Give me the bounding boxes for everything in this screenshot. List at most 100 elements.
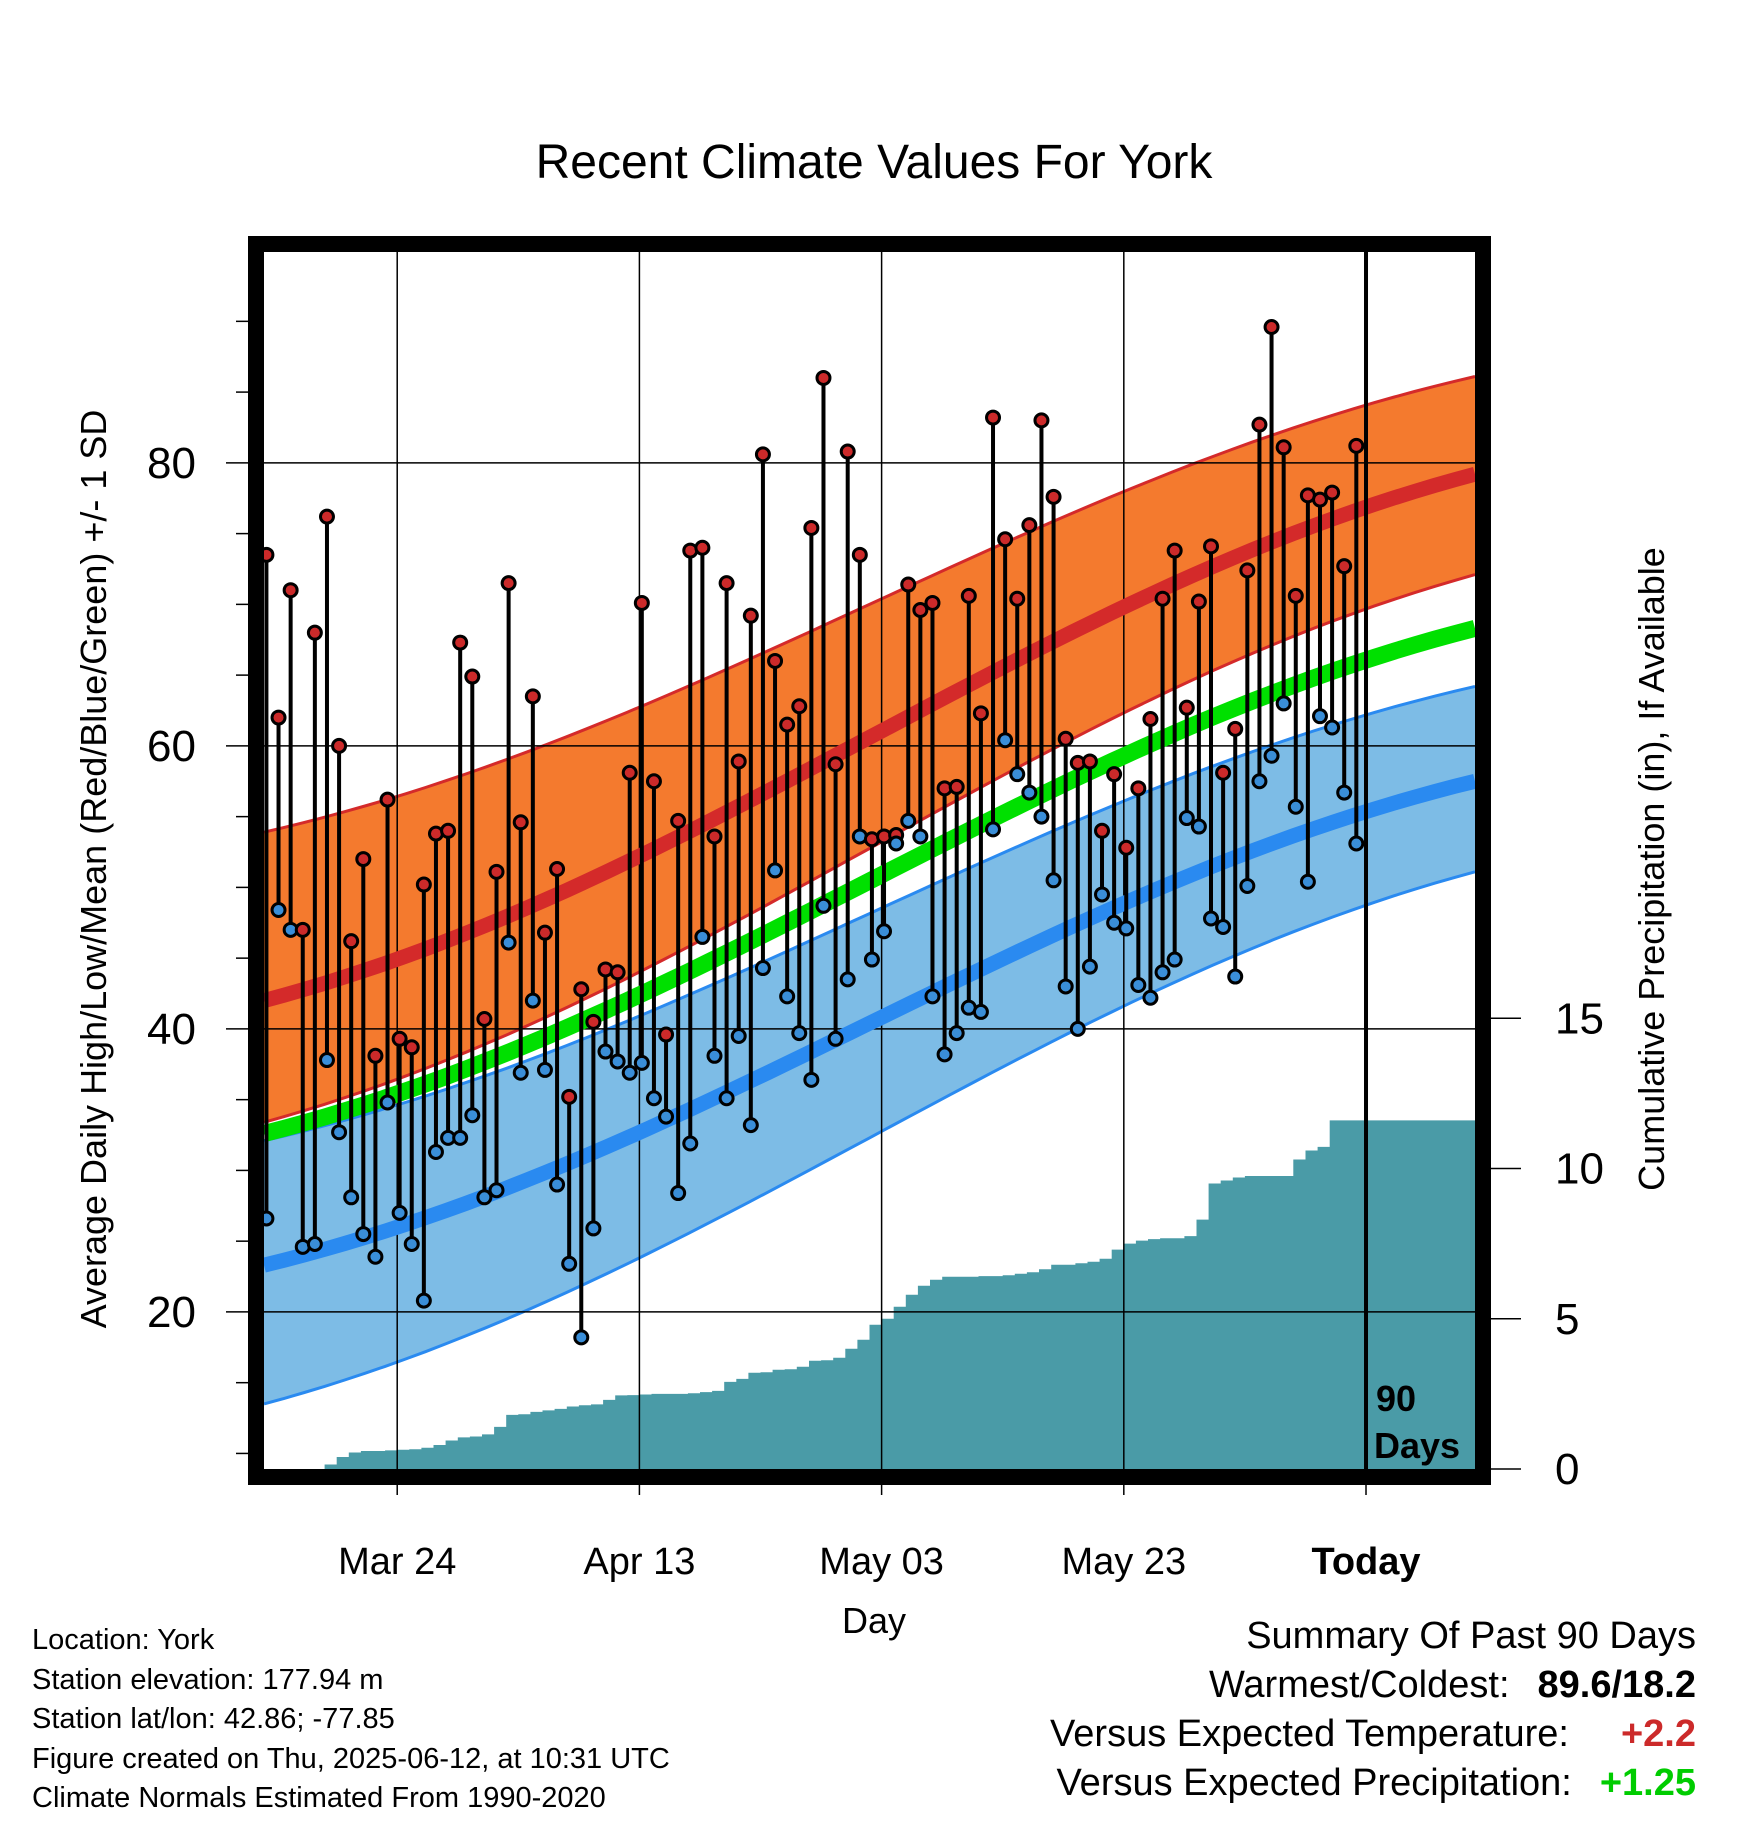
low-marker	[415, 1292, 432, 1309]
high-marker	[464, 668, 481, 685]
low-marker	[1009, 766, 1026, 783]
normal-low-line	[262, 774, 1477, 1273]
y2-tick-label: 10	[1555, 1145, 1604, 1194]
low-marker	[1021, 784, 1038, 801]
low-marker	[1166, 951, 1183, 968]
summary-extremes-row: Warmest/Coldest: 89.6/18.2	[1050, 1661, 1696, 1710]
y-axis: 20 40 60 80	[147, 320, 248, 1455]
y-axis-label: Average Daily High/Low/Mean (Red/Blue/Gr…	[73, 410, 114, 1329]
low-marker	[1275, 695, 1292, 712]
high-marker	[694, 539, 711, 556]
high-marker	[827, 756, 844, 773]
precip-value: +1.25	[1599, 1762, 1696, 1804]
low-marker	[827, 1030, 844, 1047]
y-tick-label: 20	[147, 1288, 196, 1337]
high-marker	[355, 851, 372, 868]
high-marker	[294, 921, 311, 938]
low-marker	[549, 1176, 566, 1193]
high-marker	[1336, 558, 1353, 575]
x-tick-label: May 03	[819, 1541, 944, 1583]
today-days-label: Days	[1374, 1425, 1460, 1466]
high-marker	[331, 737, 348, 754]
high-marker	[476, 1010, 493, 1027]
low-marker	[464, 1107, 481, 1124]
high-marker	[791, 698, 808, 715]
high-marker	[524, 688, 541, 705]
high-marker	[549, 860, 566, 877]
low-marker	[1190, 818, 1207, 835]
today-days-number: 90	[1376, 1378, 1416, 1419]
cumulative-precip-area	[264, 1120, 1475, 1469]
x-tick-label: Apr 13	[583, 1541, 695, 1583]
high-marker	[1057, 730, 1074, 747]
y-tick-label: 60	[147, 722, 196, 771]
low-marker	[1057, 978, 1074, 995]
low-marker	[730, 1027, 747, 1044]
high-marker	[730, 753, 747, 770]
high-marker	[633, 594, 650, 611]
high-marker	[379, 791, 396, 808]
high-marker	[403, 1039, 420, 1056]
x-axis: Mar 24 Apr 13 May 03 May 23 Today	[338, 1485, 1421, 1583]
elevation-text: Station elevation: 177.94 m	[32, 1663, 384, 1696]
low-marker	[1299, 873, 1316, 890]
high-marker	[1045, 488, 1062, 505]
y2-tick-label: 15	[1555, 994, 1604, 1043]
low-marker	[658, 1108, 675, 1125]
low-marker	[367, 1248, 384, 1265]
low-marker	[924, 988, 941, 1005]
high-marker	[1081, 753, 1098, 770]
x-tick-label: May 23	[1061, 1541, 1186, 1583]
low-marker	[379, 1094, 396, 1111]
low-marker	[694, 928, 711, 945]
high-marker	[1118, 839, 1135, 856]
high-marker	[839, 443, 856, 460]
high-marker	[585, 1013, 602, 1030]
low-marker	[585, 1220, 602, 1237]
low-marker	[1033, 808, 1050, 825]
high-marker	[1348, 437, 1365, 454]
low-marker	[1251, 773, 1268, 790]
summary-temp-row: Versus Expected Temperature: +2.2	[1050, 1710, 1696, 1759]
low-marker	[912, 828, 929, 845]
high-marker	[1009, 590, 1026, 607]
x-tick-label: Mar 24	[338, 1541, 456, 1583]
high-marker	[1239, 562, 1256, 579]
low-marker	[779, 988, 796, 1005]
low-marker	[621, 1064, 638, 1081]
low-marker	[1130, 977, 1147, 994]
extremes-value: 89.6/18.2	[1537, 1664, 1696, 1706]
low-marker	[1263, 747, 1280, 764]
y-tick-label: 80	[147, 439, 196, 488]
high-marker	[1033, 412, 1050, 429]
high-marker	[1263, 319, 1280, 336]
high-marker	[900, 576, 917, 593]
created-text: Figure created on Thu, 2025-06-12, at 10…	[32, 1742, 670, 1775]
low-marker	[573, 1329, 590, 1346]
low-marker	[936, 1046, 953, 1063]
y2-axis: 0 5 10 15	[1491, 994, 1604, 1494]
y-tick-label: 40	[147, 1005, 196, 1054]
low-marker	[343, 1189, 360, 1206]
high-marker	[1251, 416, 1268, 433]
high-marker	[645, 773, 662, 790]
chart-title: Recent Climate Values For York	[536, 136, 1214, 189]
low-marker	[524, 992, 541, 1009]
low-marker	[972, 1003, 989, 1020]
high-marker	[270, 709, 287, 726]
low-marker	[645, 1090, 662, 1107]
high-marker	[706, 828, 723, 845]
low-marker	[476, 1189, 493, 1206]
high-marker	[609, 964, 626, 981]
high-marker	[573, 981, 590, 998]
low-marker	[997, 732, 1014, 749]
high-marker	[1178, 699, 1195, 716]
low-marker	[985, 821, 1002, 838]
high-marker	[343, 933, 360, 950]
extremes-label: Warmest/Coldest:	[1208, 1664, 1510, 1706]
y2-axis-label: Cumulative Precipitation (in), If Availa…	[1631, 547, 1672, 1191]
low-marker	[682, 1135, 699, 1152]
low-marker	[1178, 810, 1195, 827]
high-marker	[1311, 491, 1328, 508]
summary-heading: Summary Of Past 90 Days	[1246, 1615, 1696, 1657]
